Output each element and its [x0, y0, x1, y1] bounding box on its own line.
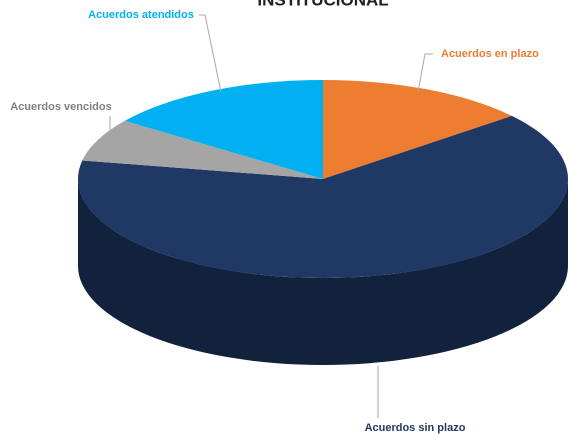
slice — [323, 80, 512, 179]
slice — [124, 80, 323, 179]
slice — [82, 120, 323, 179]
data-label: Acuerdos vencidos — [10, 101, 111, 113]
data-label: Acuerdos en plazo — [441, 48, 539, 60]
slice-side — [78, 179, 568, 365]
leader-line — [417, 53, 433, 93]
leader-line — [199, 14, 222, 93]
slice — [78, 115, 568, 278]
data-label: Acuerdos atendidos — [88, 9, 194, 21]
chart-title: INSTITUCIONAL — [257, 0, 388, 9]
data-label: Acuerdos sin plazo — [365, 422, 466, 434]
